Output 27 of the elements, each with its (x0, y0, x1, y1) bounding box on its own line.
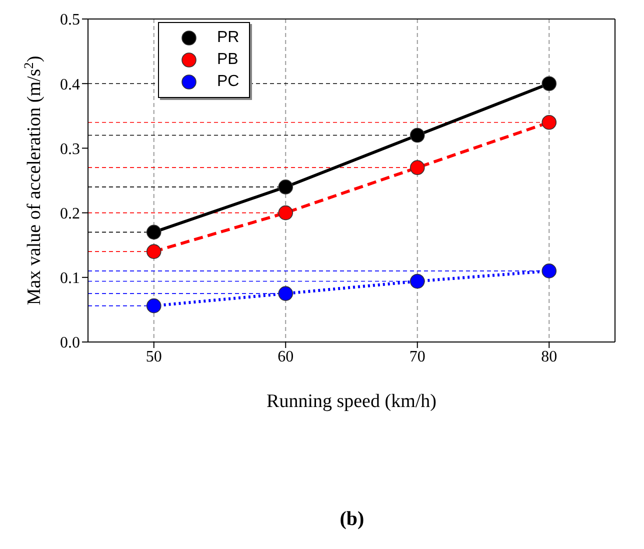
point (278, 205, 294, 220)
point (146, 244, 162, 259)
point (278, 180, 294, 194)
legend-label: PC (217, 72, 240, 92)
point (410, 274, 425, 289)
y-tick-label: 0.3 (60, 140, 80, 158)
y-tick-label: 0.0 (60, 334, 80, 352)
x-tick-label: 50 (146, 348, 162, 366)
legend-label: PB (217, 50, 238, 70)
point (410, 128, 425, 143)
legend-label: PR (217, 28, 240, 48)
text: (b) (338, 508, 366, 531)
point (542, 76, 557, 91)
y-tick-label: 0.2 (60, 205, 80, 222)
point (542, 264, 557, 278)
point (146, 298, 162, 314)
x-tick-label: 70 (409, 348, 426, 366)
y-tick-label: 0.1 (60, 270, 80, 288)
y-tick-label: 0.4 (60, 76, 80, 94)
x-tick-label: 80 (541, 348, 558, 366)
point (278, 286, 294, 301)
point (410, 160, 425, 175)
x-axis-title: Running speed (km/h) (266, 391, 436, 412)
point (542, 114, 557, 130)
x-tick-label: 60 (278, 348, 294, 366)
y-tick-label: 0.5 (60, 12, 80, 29)
point (146, 224, 162, 240)
